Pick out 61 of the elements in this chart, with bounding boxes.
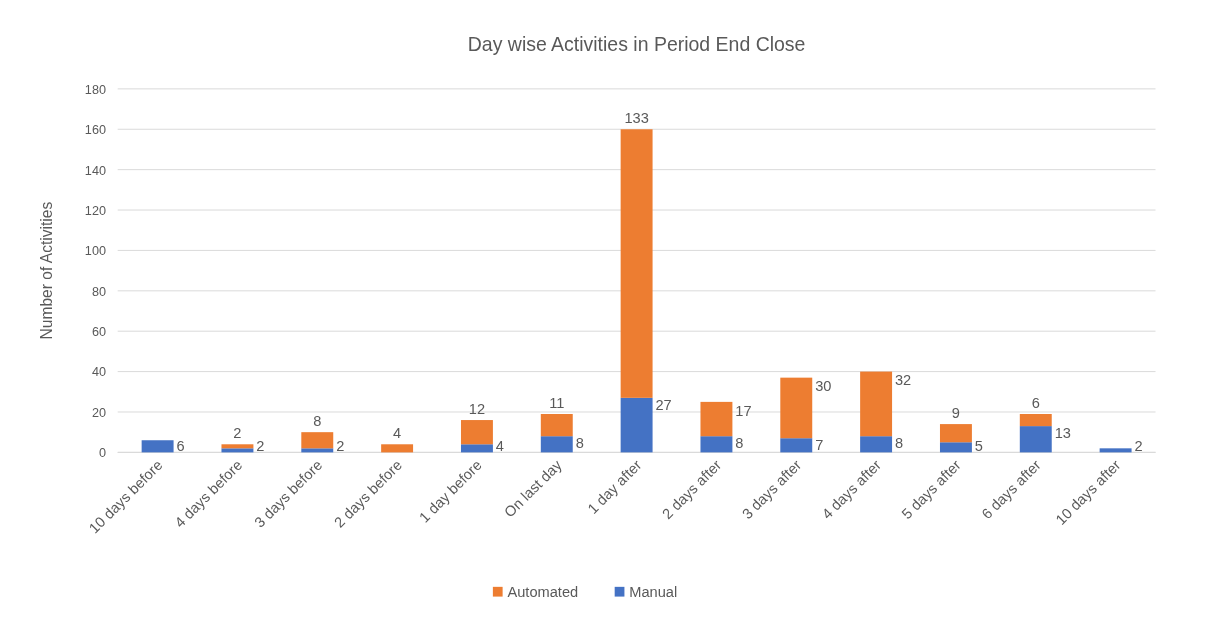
data-label: 27 (655, 396, 672, 413)
bar (1019, 426, 1052, 453)
data-label: 2 (336, 438, 345, 455)
bar (620, 129, 653, 398)
bar (860, 436, 893, 453)
bar (540, 436, 573, 453)
bar (939, 442, 972, 453)
data-label: 13 (1054, 424, 1071, 441)
data-label: 30 (815, 378, 832, 395)
data-label: 4 (393, 425, 402, 442)
y-tick-label: 60 (91, 325, 106, 340)
bar (540, 414, 573, 437)
y-tick-label: 120 (84, 203, 106, 218)
y-tick-label: 20 (91, 405, 106, 420)
legend-label: Automated (507, 583, 579, 600)
data-label: 7 (815, 436, 824, 453)
bar (381, 444, 414, 453)
data-label: 17 (735, 402, 752, 419)
bar (460, 420, 493, 445)
bar (221, 444, 254, 449)
data-label: 9 (951, 405, 961, 422)
bar (221, 448, 254, 453)
data-label: 2 (1134, 438, 1143, 455)
bar (1099, 448, 1132, 453)
y-tick-label: 160 (84, 123, 106, 138)
y-tick-label: 40 (91, 365, 106, 380)
data-label: 12 (468, 401, 486, 418)
bar (700, 436, 733, 453)
bar (141, 440, 174, 453)
data-label: 133 (624, 110, 649, 127)
data-label: 2 (256, 438, 265, 455)
y-tick-label: 80 (91, 284, 106, 299)
data-label: 6 (176, 438, 185, 455)
data-label: 32 (894, 372, 912, 389)
data-label: 6 (1031, 395, 1040, 412)
data-label: 2 (233, 425, 242, 442)
x-tick-label: On last day (501, 456, 566, 521)
data-label: 8 (575, 434, 584, 451)
bar (860, 371, 893, 437)
bar (780, 438, 813, 453)
data-label: 8 (313, 413, 322, 430)
data-label: 5 (974, 438, 983, 455)
bar (620, 397, 653, 453)
data-label: 4 (495, 438, 504, 455)
legend-label: Manual (629, 583, 678, 600)
y-axis-title: Number of Activities (38, 201, 56, 340)
y-tick-label: 180 (84, 82, 106, 97)
y-tick-label: 140 (84, 163, 106, 178)
data-label: 8 (894, 434, 904, 451)
bar (700, 401, 733, 437)
chart-title: Day wise Activities in Period End Close (467, 32, 806, 55)
bar (1019, 414, 1052, 427)
y-tick-label: 0 (98, 446, 106, 461)
y-tick-label: 100 (84, 244, 106, 259)
data-label: 8 (735, 434, 744, 451)
bar (301, 448, 334, 453)
bar (939, 424, 972, 443)
bar (301, 432, 334, 449)
data-label: 11 (549, 395, 565, 412)
bar (780, 377, 813, 439)
bar (460, 444, 493, 453)
